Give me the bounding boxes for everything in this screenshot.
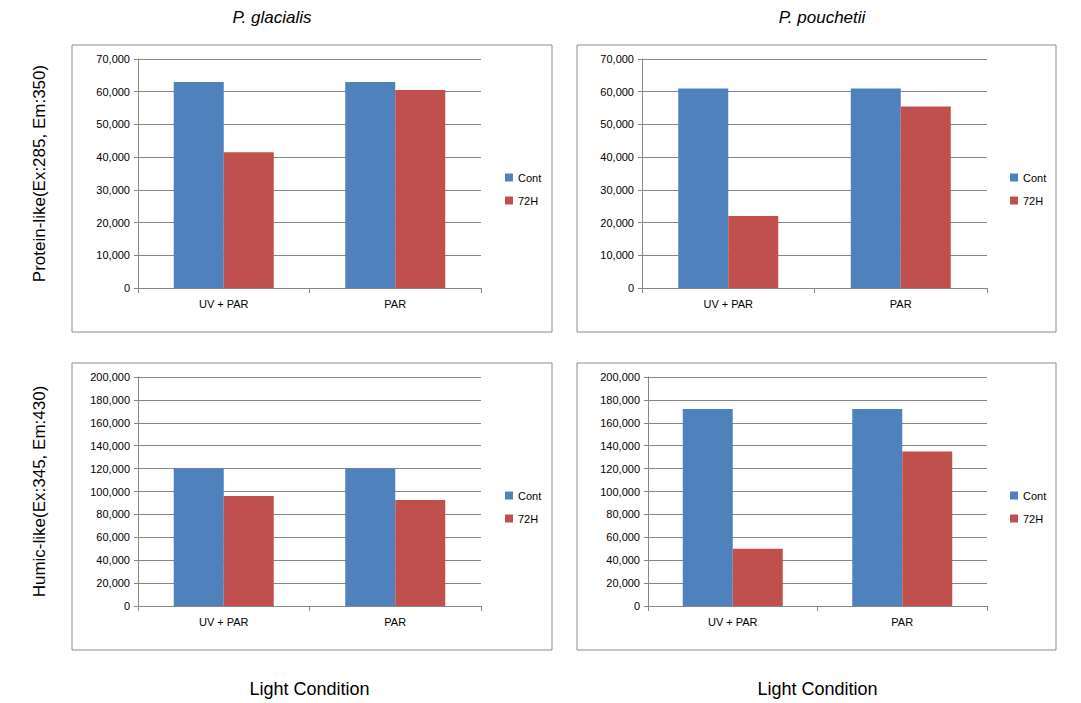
svg-text:10,000: 10,000 (96, 249, 130, 261)
svg-text:72H: 72H (518, 513, 538, 525)
svg-text:60,000: 60,000 (96, 531, 130, 543)
svg-text:0: 0 (628, 282, 634, 294)
svg-text:140,000: 140,000 (90, 440, 130, 452)
svg-text:Light Condition: Light Condition (757, 679, 877, 699)
svg-text:Protein-like(Ex:285, Em:350): Protein-like(Ex:285, Em:350) (30, 65, 49, 282)
svg-text:120,000: 120,000 (600, 463, 640, 475)
svg-text:70,000: 70,000 (96, 53, 130, 65)
svg-text:UV + PAR: UV + PAR (703, 298, 753, 310)
svg-text:60,000: 60,000 (606, 531, 640, 543)
svg-text:Cont: Cont (1023, 172, 1046, 184)
svg-text:20,000: 20,000 (606, 577, 640, 589)
svg-text:72H: 72H (1023, 195, 1043, 207)
svg-text:60,000: 60,000 (600, 86, 634, 98)
svg-text:40,000: 40,000 (96, 151, 130, 163)
svg-text:20,000: 20,000 (96, 577, 130, 589)
svg-text:UV + PAR: UV + PAR (708, 616, 758, 628)
svg-text:100,000: 100,000 (600, 486, 640, 498)
svg-text:50,000: 50,000 (600, 118, 634, 130)
svg-text:40,000: 40,000 (600, 151, 634, 163)
svg-text:160,000: 160,000 (90, 417, 130, 429)
svg-text:80,000: 80,000 (96, 508, 130, 520)
svg-text:UV + PAR: UV + PAR (199, 616, 249, 628)
svg-text:P. pouchetii: P. pouchetii (779, 8, 867, 27)
svg-text:72H: 72H (1023, 513, 1043, 525)
svg-text:20,000: 20,000 (96, 217, 130, 229)
svg-text:PAR: PAR (891, 616, 913, 628)
svg-text:0: 0 (124, 282, 130, 294)
svg-text:Humic-like(Ex:345, Em:430): Humic-like(Ex:345, Em:430) (30, 386, 49, 598)
svg-text:PAR: PAR (384, 298, 406, 310)
svg-text:30,000: 30,000 (600, 184, 634, 196)
svg-text:140,000: 140,000 (600, 440, 640, 452)
svg-text:20,000: 20,000 (600, 217, 634, 229)
svg-text:PAR: PAR (384, 616, 406, 628)
svg-text:Light Condition: Light Condition (249, 679, 369, 699)
svg-text:200,000: 200,000 (600, 371, 640, 383)
svg-text:180,000: 180,000 (600, 394, 640, 406)
svg-text:P. glacialis: P. glacialis (232, 8, 312, 27)
svg-text:10,000: 10,000 (600, 249, 634, 261)
svg-text:50,000: 50,000 (96, 118, 130, 130)
svg-text:Cont: Cont (518, 490, 541, 502)
svg-text:0: 0 (634, 600, 640, 612)
svg-text:40,000: 40,000 (606, 554, 640, 566)
svg-text:PAR: PAR (890, 298, 912, 310)
svg-text:60,000: 60,000 (96, 86, 130, 98)
svg-text:Cont: Cont (1023, 490, 1046, 502)
svg-text:0: 0 (124, 600, 130, 612)
svg-text:80,000: 80,000 (606, 508, 640, 520)
svg-text:70,000: 70,000 (600, 53, 634, 65)
svg-text:120,000: 120,000 (90, 463, 130, 475)
svg-text:72H: 72H (518, 195, 538, 207)
svg-text:UV + PAR: UV + PAR (199, 298, 249, 310)
svg-text:40,000: 40,000 (96, 554, 130, 566)
svg-text:100,000: 100,000 (90, 486, 130, 498)
svg-text:180,000: 180,000 (90, 394, 130, 406)
svg-text:160,000: 160,000 (600, 417, 640, 429)
svg-text:Cont: Cont (518, 172, 541, 184)
svg-text:30,000: 30,000 (96, 184, 130, 196)
svg-text:200,000: 200,000 (90, 371, 130, 383)
